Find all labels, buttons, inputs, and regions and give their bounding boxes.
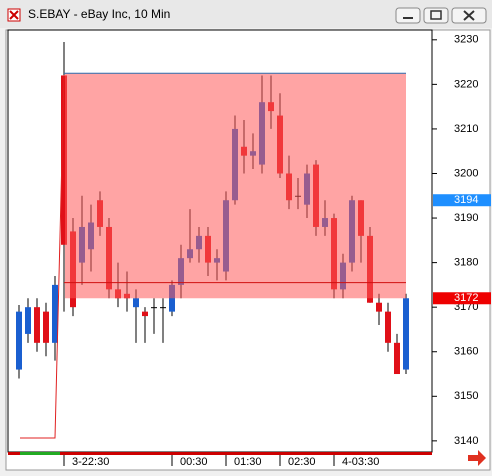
y-tick-label: 3190 <box>454 212 478 224</box>
x-tick-label: 3-22:30 <box>72 456 109 468</box>
candle-body <box>142 311 148 317</box>
candle-body <box>160 307 166 309</box>
time-strip <box>8 452 432 455</box>
candle-body <box>385 311 391 343</box>
price-label: 3172 <box>454 292 478 304</box>
price-label-box <box>433 194 491 207</box>
y-tick-label: 3180 <box>454 257 478 269</box>
y-tick-label: 3160 <box>454 346 478 358</box>
candle-body <box>133 298 139 308</box>
x-tick-label: 00:30 <box>180 456 208 468</box>
candle-body <box>52 284 58 343</box>
y-tick-label: 3220 <box>454 78 478 90</box>
price-label-box <box>433 292 491 305</box>
close-glyph <box>463 10 475 21</box>
candle-body <box>151 307 157 309</box>
candle-body <box>16 311 22 370</box>
y-tick-label: 3150 <box>454 390 478 402</box>
time-strip-start <box>20 452 60 455</box>
plot-layer <box>16 42 409 379</box>
candle-body <box>25 307 31 334</box>
app-icon-glyph <box>9 10 19 20</box>
candle-body <box>43 311 49 343</box>
candle-body <box>403 298 409 370</box>
trend-drawing <box>20 74 65 439</box>
x-tick-label: 02:30 <box>288 456 316 468</box>
candle-body <box>61 75 67 245</box>
candle-body <box>34 307 40 343</box>
scroll-right-arrow[interactable] <box>468 450 486 466</box>
price-label: 3194 <box>454 194 478 206</box>
x-tick-label: 4-03:30 <box>342 456 379 468</box>
x-tick-label: 01:30 <box>234 456 262 468</box>
y-tick-label: 3200 <box>454 167 478 179</box>
y-tick-label: 3140 <box>454 435 478 447</box>
maximize-button[interactable] <box>423 7 449 24</box>
minimize-button[interactable] <box>395 7 421 24</box>
window-title: S.EBAY - eBay Inc, 10 Min <box>28 7 170 21</box>
y-tick-label: 3230 <box>454 34 478 46</box>
maximize-glyph <box>430 10 442 20</box>
y-tick-label: 3210 <box>454 123 478 135</box>
candle-body <box>394 342 400 375</box>
price-zone <box>65 73 406 299</box>
candle-body <box>376 302 382 312</box>
